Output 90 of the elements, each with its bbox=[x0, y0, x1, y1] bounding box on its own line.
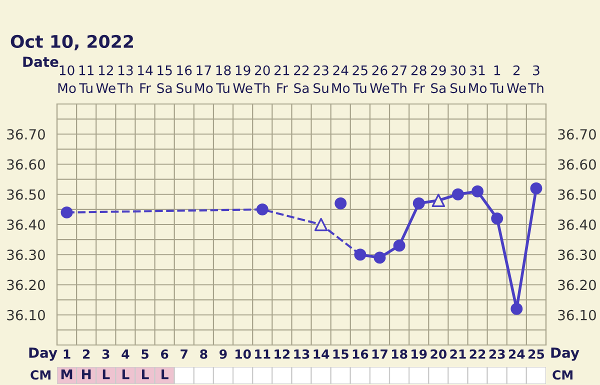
point bbox=[412, 197, 425, 210]
y-tick-label: 36.10 bbox=[7, 310, 45, 320]
x2-tick-label: 17 Mo bbox=[195, 66, 213, 94]
point bbox=[354, 248, 366, 261]
text: Day bbox=[551, 348, 580, 361]
y2-tick-label: 36.60 bbox=[558, 159, 596, 170]
y-tick-label: 36.60 bbox=[7, 159, 45, 170]
x2-tick-label: 15 Sa bbox=[157, 66, 172, 94]
point bbox=[510, 302, 523, 315]
x2-tick-label: 18 Tu bbox=[216, 65, 231, 94]
x-tick-label: 22 bbox=[470, 349, 486, 359]
text: L bbox=[142, 370, 149, 380]
x-tick-label: 10 bbox=[236, 349, 251, 359]
text: L bbox=[122, 370, 130, 380]
x2-tick-label: 23 Su bbox=[314, 65, 328, 94]
x-tick-label: 5 bbox=[142, 350, 148, 359]
x2-tick-label: 24 Mo bbox=[332, 65, 350, 94]
x2-tick-label: 11 Tu bbox=[79, 66, 94, 94]
point bbox=[393, 240, 406, 252]
text: CM bbox=[552, 370, 572, 380]
point bbox=[491, 212, 504, 224]
x-tick-label: 11 bbox=[255, 350, 270, 359]
y2-tick-label: 36.20 bbox=[558, 280, 596, 290]
text: H bbox=[82, 370, 91, 380]
text: CM bbox=[30, 370, 50, 380]
x2-tick-label: 31 Mo bbox=[469, 65, 487, 94]
y-tick-label: 36.50 bbox=[7, 189, 45, 200]
x2-tick-label: 25 Tu bbox=[352, 65, 368, 94]
x-tick-label: 17 bbox=[372, 350, 388, 359]
x2-tick-label: 14 Fr bbox=[138, 66, 153, 93]
y-tick-label: 36.40 bbox=[7, 219, 45, 230]
point bbox=[530, 182, 542, 194]
x2-tick-label: 28 Fr bbox=[411, 65, 426, 93]
x-tick-label: 18 bbox=[392, 349, 408, 359]
x2-tick-label: 10 Mo bbox=[58, 65, 76, 94]
x-tick-label: 7 bbox=[180, 350, 188, 359]
x2-tick-label: 12 We bbox=[96, 65, 116, 94]
x2-tick-label: 16 Su bbox=[176, 65, 192, 94]
x-tick-label: 24 bbox=[508, 349, 525, 359]
x-tick-label: 16 bbox=[352, 349, 368, 359]
x-tick-label: 4 bbox=[122, 350, 130, 359]
x-axis-title: Day bbox=[29, 348, 58, 361]
x-tick-label: 23 bbox=[489, 349, 505, 359]
x2-tick-label: 20 Th bbox=[254, 65, 270, 93]
point bbox=[432, 194, 446, 208]
x-tick-label: 2 bbox=[82, 349, 90, 359]
x2-tick-label: 30 Su bbox=[450, 65, 466, 94]
x2-tick-label: 26 We bbox=[370, 65, 390, 94]
text: L bbox=[162, 370, 168, 380]
x-tick-label: 13 bbox=[294, 349, 310, 359]
y2-tick-label: 36.70 bbox=[558, 129, 596, 140]
x2-tick-label: 3 Th bbox=[528, 65, 544, 93]
point bbox=[334, 197, 347, 210]
x2-tick-label: 13 Th bbox=[117, 65, 133, 93]
text: L bbox=[102, 370, 110, 380]
x-tick-label: 25 bbox=[528, 349, 544, 359]
chart-title: Oct 10, 2022 bbox=[10, 34, 134, 50]
x-tick-label: 3 bbox=[102, 349, 110, 359]
x-tick-label: 14 bbox=[314, 350, 330, 359]
point bbox=[452, 188, 464, 200]
x-tick-label: 20 bbox=[430, 349, 447, 359]
point bbox=[472, 185, 484, 198]
y-tick-label: 36.70 bbox=[7, 129, 45, 140]
x-tick-label: 9 bbox=[220, 349, 227, 359]
text: M bbox=[61, 370, 72, 380]
x-tick-label: 12 bbox=[274, 349, 290, 359]
point bbox=[314, 218, 328, 232]
x2-tick-label: 21 Fr bbox=[274, 65, 290, 93]
y-tick-label: 36.30 bbox=[7, 250, 45, 260]
x-tick-label: 8 bbox=[200, 349, 208, 359]
x-tick-label: 19 bbox=[412, 349, 427, 359]
x2-axis-title: Date bbox=[23, 56, 58, 68]
x-tick-label: 6 bbox=[161, 349, 168, 359]
x-tick-label: 21 bbox=[450, 349, 466, 359]
y2-tick-label: 36.10 bbox=[558, 310, 596, 320]
y2-tick-label: 36.50 bbox=[558, 189, 596, 200]
x2-tick-label: 27 Th bbox=[391, 65, 407, 93]
x2-tick-label: 1 Tu bbox=[490, 66, 504, 94]
x-tick-label: 15 bbox=[333, 350, 348, 359]
y-tick-label: 36.20 bbox=[7, 280, 45, 290]
x2-tick-label: 29 Sa bbox=[430, 65, 446, 94]
x2-tick-label: 19 We bbox=[233, 65, 252, 94]
x2-tick-label: 22 Sa bbox=[294, 65, 309, 94]
point bbox=[256, 203, 268, 216]
y2-tick-label: 36.30 bbox=[558, 250, 596, 260]
point bbox=[374, 252, 386, 264]
x2-tick-label: 2 We bbox=[506, 65, 526, 94]
y2-tick-label: 36.40 bbox=[558, 219, 596, 230]
point bbox=[60, 206, 73, 218]
x-tick-label: 1 bbox=[64, 350, 70, 359]
